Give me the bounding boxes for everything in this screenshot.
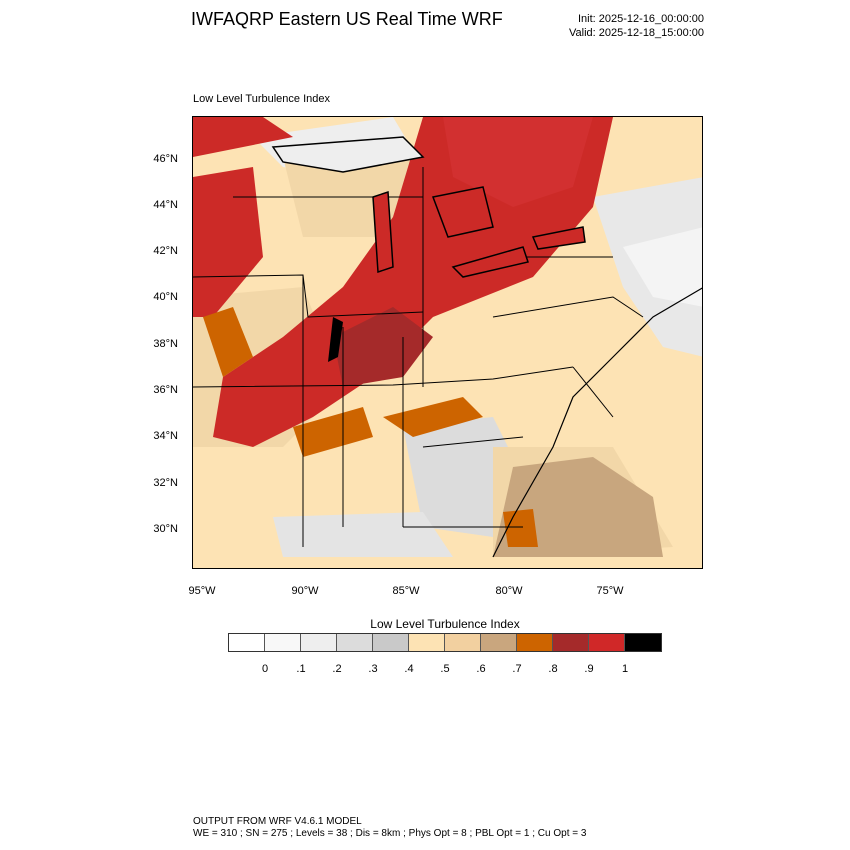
lon-label-95: 95°W	[188, 585, 216, 597]
colorbar-swatch	[553, 634, 589, 651]
region-mississippi-max	[328, 317, 343, 362]
lon-label-85: 85°W	[392, 585, 420, 597]
great-lakes	[271, 136, 586, 278]
lake-superior	[271, 136, 425, 173]
lat-label-40: 40°N	[153, 291, 178, 303]
lake-michigan	[372, 190, 394, 274]
lon-label-80: 80°W	[495, 585, 523, 597]
lake-ontario	[531, 226, 586, 250]
colorbar-tick-label: .2	[332, 663, 342, 675]
lat-label-36: 36°N	[153, 384, 178, 396]
turbulence-map	[193, 117, 702, 568]
region-tennessee-orange	[293, 407, 373, 457]
colorbar-swatch	[301, 634, 337, 651]
colorbar-tick-label: .1	[296, 663, 306, 675]
colorbar-swatch	[445, 634, 481, 651]
region-kentucky-dark-red	[333, 307, 433, 387]
footer-config-line: WE = 310 ; SN = 275 ; Levels = 38 ; Dis …	[193, 828, 587, 839]
lat-label-38: 38°N	[153, 338, 178, 350]
region-northwest-red	[193, 117, 293, 157]
region-plains-red	[193, 167, 263, 317]
map-panel	[192, 116, 703, 569]
colorbar-tick-label: .3	[368, 663, 378, 675]
lat-label-32: 32°N	[153, 477, 178, 489]
lon-label-75: 75°W	[596, 585, 624, 597]
region-ontario-red	[443, 117, 593, 207]
colorbar-swatch	[373, 634, 409, 651]
region-ozark-orange	[203, 307, 253, 377]
colorbar-tick-label: .4	[404, 663, 414, 675]
colorbar-title: Low Level Turbulence Index	[370, 617, 520, 631]
colorbar-swatch	[337, 634, 373, 651]
plot-title: IWFAQRP Eastern US Real Time WRF	[191, 9, 503, 29]
atlantic-coastline	[492, 287, 702, 558]
colorbar-tick-label: .5	[440, 663, 450, 675]
footer-model-line: OUTPUT FROM WRF V4.6.1 MODEL	[193, 816, 362, 827]
colorbar-swatch	[409, 634, 445, 651]
map-field-label: Low Level Turbulence Index	[193, 93, 330, 105]
colorbar-swatch	[481, 634, 517, 651]
lake-erie	[451, 246, 529, 278]
colorbar-tick-label: .9	[584, 663, 594, 675]
region-gulf-coast-gray	[273, 512, 453, 557]
colorbar-swatch	[517, 634, 553, 651]
colorbar-tick-label: .7	[512, 663, 522, 675]
colorbar-swatch	[265, 634, 301, 651]
init-time: Init: 2025-12-16_00:00:00	[578, 13, 704, 25]
state-boundaries	[193, 167, 644, 547]
region-appalachian-orange	[383, 397, 483, 437]
lat-label-46: 46°N	[153, 153, 178, 165]
colorbar-tick-label: .6	[476, 663, 486, 675]
lat-label-34: 34°N	[153, 430, 178, 442]
lake-huron	[431, 186, 494, 238]
lat-label-42: 42°N	[153, 245, 178, 257]
colorbar-tick-label: .8	[548, 663, 558, 675]
colorbar-swatch	[625, 634, 661, 651]
region-new-england-light	[623, 227, 702, 307]
colorbar-swatch	[229, 634, 265, 651]
colorbar-swatch	[589, 634, 625, 651]
colorbar-tick-label: 0	[261, 663, 269, 675]
region-offshore-orange	[503, 509, 538, 547]
lat-label-30: 30°N	[153, 523, 178, 535]
lat-label-44: 44°N	[153, 199, 178, 211]
lon-label-90: 90°W	[291, 585, 319, 597]
valid-time: Valid: 2025-12-18_15:00:00	[569, 27, 704, 39]
colorbar-tick-label: 1	[621, 663, 629, 675]
colorbar	[228, 633, 662, 652]
